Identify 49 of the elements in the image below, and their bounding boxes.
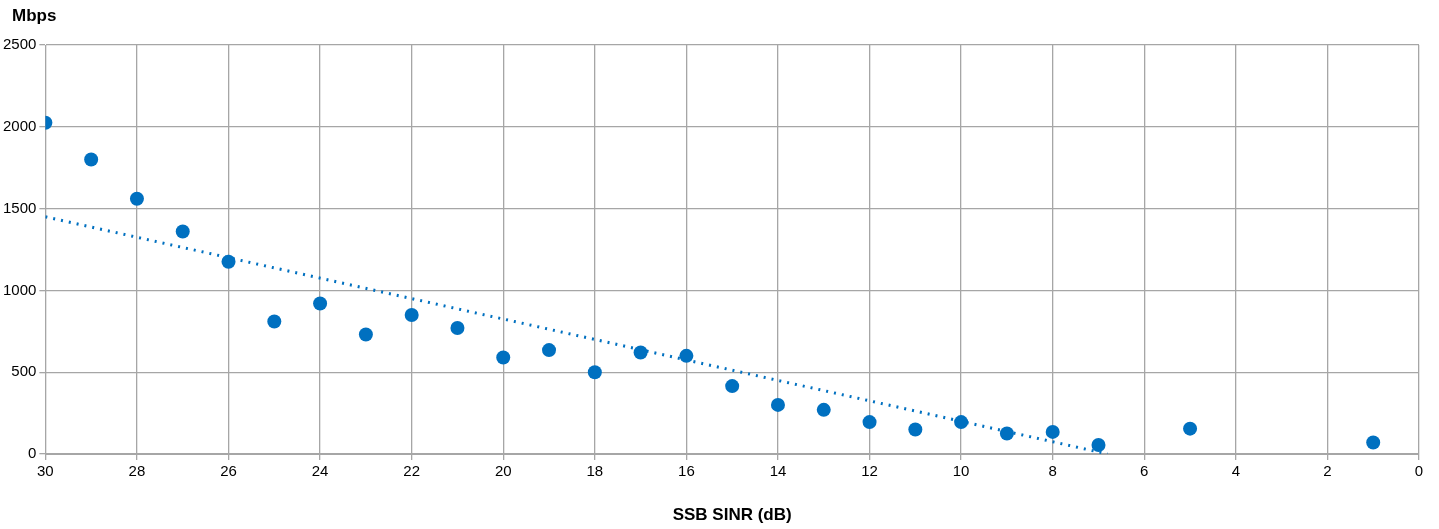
y-tick-label: 1500 — [2, 198, 37, 216]
point — [954, 415, 969, 430]
point — [129, 191, 144, 206]
x-tick-label: 30 — [37, 462, 54, 480]
x-tick-label: 0 — [1414, 462, 1424, 480]
point — [1045, 424, 1060, 439]
point — [358, 327, 373, 342]
x-tick-label: 8 — [1048, 462, 1057, 480]
x-tick-label: 18 — [586, 462, 604, 480]
point — [84, 152, 99, 167]
x-tick-label: 20 — [494, 462, 512, 480]
y-tick-label: 2000 — [2, 116, 37, 134]
x-tick-label: 28 — [128, 462, 146, 480]
point — [999, 426, 1014, 441]
point — [633, 345, 648, 360]
x-tick-label: 6 — [1140, 462, 1149, 480]
x-tick-label: 16 — [678, 462, 695, 480]
x-tick-label: 12 — [861, 462, 878, 480]
point — [175, 224, 190, 239]
point — [1183, 421, 1198, 436]
point — [1091, 438, 1106, 452]
point — [679, 348, 694, 363]
x-tick-label: 2 — [1323, 462, 1332, 480]
point — [267, 314, 282, 329]
point — [221, 254, 236, 269]
point — [725, 379, 740, 394]
point — [313, 296, 328, 311]
point — [908, 422, 923, 437]
point — [862, 415, 877, 430]
point — [404, 307, 419, 322]
point — [770, 397, 785, 412]
x-tick-label: 10 — [952, 462, 970, 480]
y-tick-label: 2500 — [2, 35, 37, 53]
y-tick-label: 0 — [28, 444, 37, 462]
x-tick-label: 22 — [403, 462, 421, 480]
point — [816, 402, 831, 417]
x-tick-label: 26 — [220, 462, 237, 480]
x-tick-label: 4 — [1231, 462, 1241, 480]
point — [1366, 435, 1381, 450]
x-tick-label: 14 — [769, 462, 787, 480]
point — [450, 321, 465, 336]
x-tick-label: 24 — [311, 462, 329, 480]
x-axis-title: SSB SINR (dB) — [672, 505, 792, 525]
point — [542, 343, 557, 358]
y-axis-title: Mbps — [12, 6, 57, 26]
y-tick-label: 1000 — [2, 280, 37, 298]
y-tick-label: 500 — [11, 362, 37, 380]
point — [587, 365, 602, 380]
point — [496, 350, 511, 365]
